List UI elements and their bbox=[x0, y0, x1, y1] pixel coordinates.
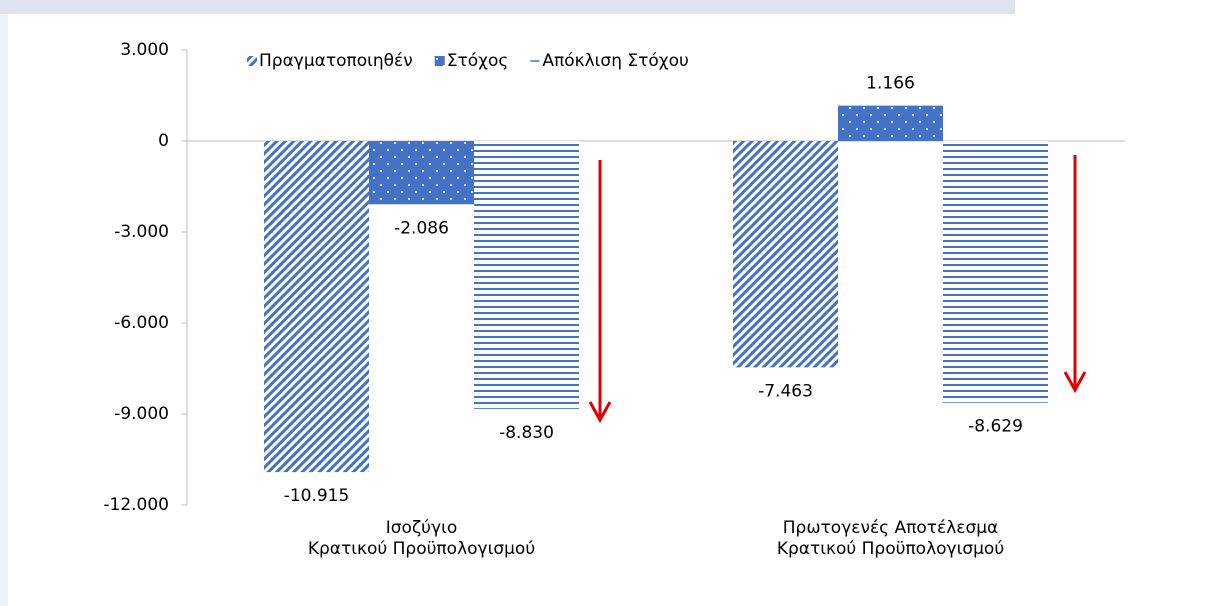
x-tick-label: Πρωτογενές Αποτέλεσμα Κρατικού Προϋπολογ… bbox=[776, 518, 1005, 559]
y-tick-label: 0 bbox=[158, 131, 169, 151]
bar bbox=[369, 141, 474, 205]
data-label: -7.463 bbox=[758, 381, 813, 401]
bar bbox=[264, 141, 369, 473]
data-label: -8.830 bbox=[499, 423, 554, 443]
data-label: -8.629 bbox=[968, 417, 1023, 437]
legend-swatch bbox=[434, 56, 445, 66]
legend-swatch bbox=[247, 56, 257, 66]
data-label: -10.915 bbox=[284, 486, 350, 506]
y-tick-label: 3.000 bbox=[120, 40, 169, 60]
y-tick-label: -9.000 bbox=[114, 404, 169, 424]
bar bbox=[943, 141, 1048, 403]
bar bbox=[733, 141, 838, 368]
bar bbox=[474, 141, 579, 409]
x-tick-label: Ισοζύγιο Κρατικού Προϋπολογισμού bbox=[307, 518, 536, 559]
header-strip bbox=[0, 0, 1015, 14]
y-tick-label: -3.000 bbox=[114, 222, 169, 242]
data-label: -2.086 bbox=[394, 218, 449, 238]
side-strip bbox=[0, 14, 8, 606]
y-tick-label: -12.000 bbox=[103, 495, 169, 515]
legend-label: Πραγματοποιηθέν bbox=[259, 51, 413, 71]
legend-label: Στόχος bbox=[447, 51, 509, 71]
legend-label: Απόκλιση Στόχου bbox=[542, 51, 688, 71]
arrow bbox=[588, 155, 1087, 424]
data-label: 1.166 bbox=[866, 74, 915, 94]
bar bbox=[838, 105, 943, 141]
y-tick-label: -6.000 bbox=[114, 313, 169, 333]
